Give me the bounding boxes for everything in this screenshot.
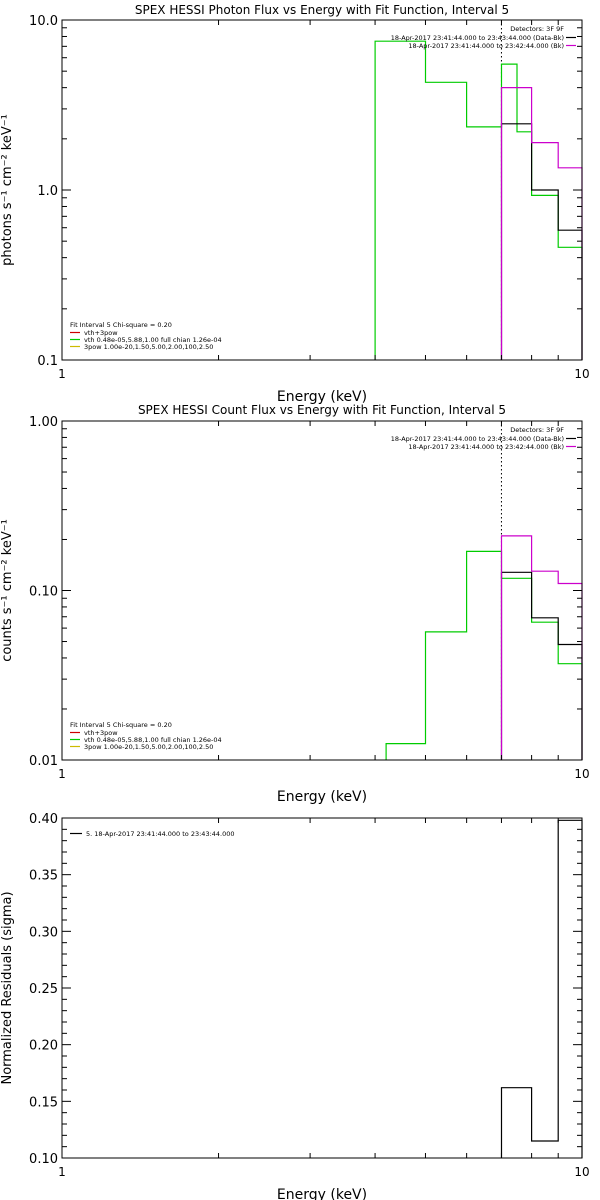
x-tick-label: 10 xyxy=(574,767,589,781)
legend-header: Detectors: 3F 9F xyxy=(510,25,564,33)
x-tick-label: 1 xyxy=(58,367,66,381)
y-tick-label: 0.10 xyxy=(29,585,58,600)
fit-legend-header: Fit Interval 5 Chi-square = 0.20 xyxy=(70,321,172,329)
legend-entry-label: 18-Apr-2017 23:41:44.000 to 23:43:44.000… xyxy=(391,435,564,443)
legend-entry-label: 18-Apr-2017 23:41:44.000 to 23:42:44.000… xyxy=(408,443,564,451)
y-tick-label: 1.00 xyxy=(29,415,58,430)
y-axis-label: counts s⁻¹ cm⁻² keV⁻¹ xyxy=(0,519,15,662)
x-axis-label: Energy (keV) xyxy=(277,389,367,405)
x-tick-label: 1 xyxy=(58,767,66,781)
chart-panel-1: SPEX HESSI Photon Flux vs Energy with Fi… xyxy=(0,3,590,405)
chart-panel-3: 1 10 0.10 0.15 0.20 0.25 0.30 0.35 0.40 Energy (k… xyxy=(0,812,590,1200)
x-tick-label: 10 xyxy=(574,1165,589,1179)
y-tick-label: 0.40 xyxy=(29,812,58,827)
y-tick-label: 0.1 xyxy=(37,354,58,369)
series-fit xyxy=(374,40,583,360)
fit-legend-entry-label: 3pow 1.00e-20,1.50,5.00,2.00,100,2.50 xyxy=(84,743,213,751)
series-data xyxy=(500,123,583,360)
fit-legend-entry-label: vth+3pow xyxy=(84,729,118,737)
plot-frame xyxy=(61,817,583,1159)
series-fit xyxy=(385,550,583,760)
y-tick-label: 0.15 xyxy=(29,1095,58,1110)
chart-title: SPEX HESSI Count Flux vs Energy with Fit… xyxy=(138,403,506,417)
y-tick-label: 10.0 xyxy=(29,14,58,29)
y-tick-label: 0.30 xyxy=(29,925,58,940)
plot-frame xyxy=(61,420,583,761)
y-axis-label: photons s⁻¹ cm⁻² keV⁻¹ xyxy=(0,114,15,266)
y-tick-label: 0.25 xyxy=(29,982,58,997)
series-data xyxy=(500,571,583,760)
y-axis-label: Normalized Residuals (sigma) xyxy=(0,891,15,1084)
legend-entry-label: 18-Apr-2017 23:41:44.000 to 23:42:44.000… xyxy=(408,42,564,50)
x-axis-label: Energy (keV) xyxy=(277,1187,367,1200)
chart-panel-2: SPEX HESSI Count Flux vs Energy with Fit… xyxy=(0,403,590,805)
fit-legend-entry-label: vth 0.48e-05,5.88,1.00 full chian 1.26e-… xyxy=(84,736,222,744)
plot-frame xyxy=(61,19,583,361)
series-background xyxy=(500,87,583,360)
series-residuals xyxy=(500,819,583,1158)
chart-title: SPEX HESSI Photon Flux vs Energy with Fi… xyxy=(135,3,509,17)
residual-legend-label: 5. 18-Apr-2017 23:41:44.000 to 23:43:44.… xyxy=(86,830,235,838)
y-tick-label: 0.10 xyxy=(29,1152,58,1167)
fit-legend-header: Fit Interval 5 Chi-square = 0.20 xyxy=(70,721,172,729)
fit-legend-entry-label: 3pow 1.00e-20,1.50,5.00,2.00,100,2.50 xyxy=(84,343,213,351)
series-background xyxy=(500,535,583,760)
y-tick-label: 1.0 xyxy=(37,184,58,199)
y-tick-label: 0.20 xyxy=(29,1039,58,1054)
fit-legend-entry-label: vth 0.48e-05,5.88,1.00 full chian 1.26e-… xyxy=(84,336,222,344)
x-tick-label: 1 xyxy=(58,1165,66,1179)
y-tick-label: 0.01 xyxy=(29,754,58,769)
legend-entry-label: 18-Apr-2017 23:41:44.000 to 23:43:44.000… xyxy=(391,34,564,42)
y-tick-label: 0.35 xyxy=(29,869,58,884)
fit-legend-entry-label: vth+3pow xyxy=(84,329,118,337)
x-axis-label: Energy (keV) xyxy=(277,789,367,805)
x-tick-label: 10 xyxy=(574,367,589,381)
legend-header: Detectors: 3F 9F xyxy=(510,426,564,434)
